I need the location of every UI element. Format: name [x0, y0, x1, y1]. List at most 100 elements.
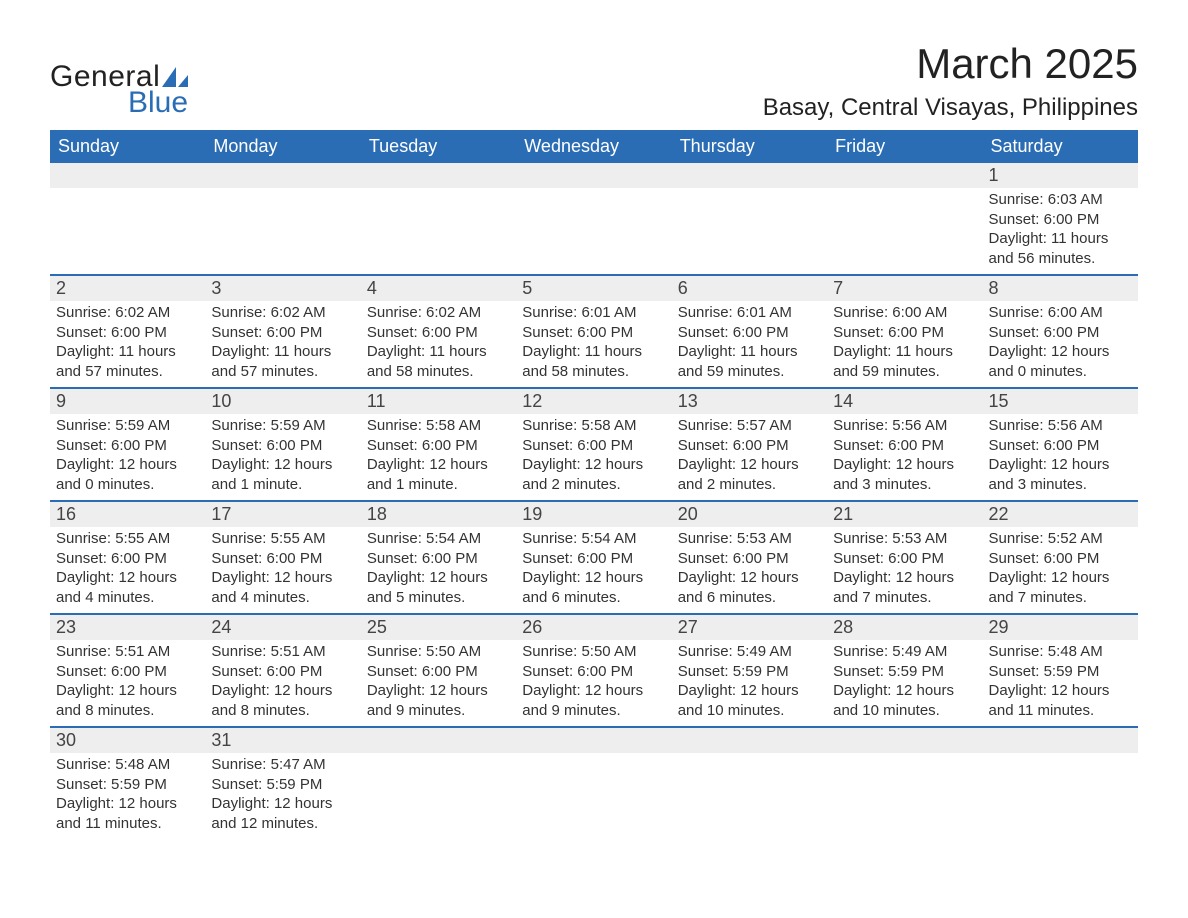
week-daynum-row: 9101112131415 [50, 388, 1138, 414]
sunset-line: Sunset: 6:00 PM [367, 549, 510, 569]
day-info-cell: Sunrise: 6:02 AMSunset: 6:00 PMDaylight:… [50, 301, 205, 388]
empty-cell [50, 188, 205, 275]
daylight-line: Daylight: 12 hours and 8 minutes. [211, 681, 354, 720]
sunrise-line: Sunrise: 5:48 AM [56, 755, 199, 775]
weekday-header: Monday [205, 130, 360, 163]
week-info-row: Sunrise: 6:02 AM Sunset: 6:00 PM Daylight:… [50, 301, 1138, 388]
day-info-cell: Sunrise: 5:55 AMSunset: 6:00 PMDaylight:… [205, 527, 360, 614]
day-number-cell: 17 [205, 501, 360, 527]
week-info-row: Sunrise: 5:51 AMSunset: 6:00 PMDaylight:… [50, 640, 1138, 727]
day-number-cell: 27 [672, 614, 827, 640]
week-daynum-row: 1 [50, 163, 1138, 188]
sunset-line: Sunset: 6:00 PM [211, 549, 354, 569]
sunrise-line: Sunrise: 5:59 AM [56, 416, 199, 436]
logo: General Blue [50, 60, 188, 120]
month-title: March 2025 [763, 40, 1138, 88]
day-info-cell: Sunrise: 5:59 AMSunset: 6:00 PMDaylight:… [205, 414, 360, 501]
day-info-cell: Sunrise: 5:56 AMSunset: 6:00 PMDaylight:… [983, 414, 1138, 501]
sunset-line: Sunset: 6:00 PM [989, 549, 1132, 569]
day-number-cell: 19 [516, 501, 671, 527]
calendar-table: SundayMondayTuesdayWednesdayThursdayFrid… [50, 130, 1138, 839]
sunset-line: Sunset: 6:00 PM [56, 662, 199, 682]
empty-cell [672, 753, 827, 839]
sunrise-line: Sunrise: 5:53 AM [833, 529, 976, 549]
day-info-cell: Sunrise: 6:01 AMSunset: 6:00 PMDaylight:… [672, 301, 827, 388]
day-number-cell: 5 [516, 275, 671, 301]
daylight-line: Daylight: 11 hours and 57 minutes. [211, 342, 354, 381]
day-info-cell: Sunrise: 5:48 AMSunset: 5:59 PMDaylight:… [50, 753, 205, 839]
week-info-row: Sunrise: 5:59 AMSunset: 6:00 PMDaylight:… [50, 414, 1138, 501]
sunset-line: Sunset: 6:00 PM [211, 436, 354, 456]
empty-cell [516, 163, 671, 188]
sunrise-line: Sunrise: 5:50 AM [522, 642, 665, 662]
day-info-cell: Sunrise: 6:00 AMSunset: 6:00 PMDaylight:… [983, 301, 1138, 388]
day-number-cell: 21 [827, 501, 982, 527]
day-number-cell: 18 [361, 501, 516, 527]
day-info-cell: Sunrise: 5:55 AMSunset: 6:00 PMDaylight:… [50, 527, 205, 614]
week-info-row: Sunrise: 5:48 AMSunset: 5:59 PMDaylight:… [50, 753, 1138, 839]
sunrise-line: Sunrise: 6:03 AM [989, 190, 1132, 210]
day-number-cell: 9 [50, 388, 205, 414]
sunrise-line: Sunrise: 5:54 AM [367, 529, 510, 549]
daylight-line: Daylight: 12 hours and 1 minute. [367, 455, 510, 494]
day-number-cell: 22 [983, 501, 1138, 527]
day-number-cell: 30 [50, 727, 205, 753]
day-number-cell: 15 [983, 388, 1138, 414]
sunrise-line: Sunrise: 5:51 AM [211, 642, 354, 662]
day-info-cell: Sunrise: 5:49 AMSunset: 5:59 PMDaylight:… [827, 640, 982, 727]
sunset-line: Sunset: 6:00 PM [522, 436, 665, 456]
day-number-cell: 25 [361, 614, 516, 640]
day-info-cell: Sunrise: 5:49 AMSunset: 5:59 PMDaylight:… [672, 640, 827, 727]
day-info-cell: Sunrise: 5:57 AMSunset: 6:00 PMDaylight:… [672, 414, 827, 501]
daylight-line: Daylight: 12 hours and 11 minutes. [56, 794, 199, 833]
day-info-cell: Sunrise: 6:02 AMSunset: 6:00 PMDaylight:… [205, 301, 360, 388]
weekday-header: Sunday [50, 130, 205, 163]
sunrise-line: Sunrise: 5:56 AM [833, 416, 976, 436]
sunset-line: Sunset: 6:00 PM [522, 323, 665, 343]
daylight-line: Daylight: 12 hours and 0 minutes. [56, 455, 199, 494]
week-info-row: Sunrise: 6:03 AMSunset: 6:00 PMDaylight:… [50, 188, 1138, 275]
day-number-cell: 8 [983, 275, 1138, 301]
sunrise-line: Sunrise: 5:54 AM [522, 529, 665, 549]
sunrise-line: Sunrise: 5:58 AM [367, 416, 510, 436]
sunrise-line: Sunrise: 5:57 AM [678, 416, 821, 436]
sunrise-line: Sunrise: 6:00 AM [989, 303, 1132, 323]
sunset-line: Sunset: 6:00 PM [522, 662, 665, 682]
empty-cell [516, 753, 671, 839]
day-info-cell: Sunrise: 5:50 AMSunset: 6:00 PMDaylight:… [361, 640, 516, 727]
logo-word-blue: Blue [128, 86, 188, 120]
empty-cell [827, 727, 982, 753]
week-daynum-row: 16171819202122 [50, 501, 1138, 527]
daylight-line: Daylight: 12 hours and 7 minutes. [989, 568, 1132, 607]
day-info-cell: Sunrise: 5:52 AMSunset: 6:00 PMDaylight:… [983, 527, 1138, 614]
daylight-line: Daylight: 12 hours and 9 minutes. [367, 681, 510, 720]
day-info-cell: Sunrise: 5:50 AMSunset: 6:00 PMDaylight:… [516, 640, 671, 727]
sunset-line: Sunset: 5:59 PM [989, 662, 1132, 682]
empty-cell [672, 188, 827, 275]
day-info-cell: Sunrise: 5:56 AMSunset: 6:00 PMDaylight:… [827, 414, 982, 501]
sunset-line: Sunset: 6:00 PM [56, 323, 199, 343]
day-number-cell: 13 [672, 388, 827, 414]
sunrise-line: Sunrise: 5:47 AM [211, 755, 354, 775]
sunset-line: Sunset: 6:00 PM [367, 436, 510, 456]
location-subtitle: Basay, Central Visayas, Philippines [763, 94, 1138, 122]
weekday-header: Saturday [983, 130, 1138, 163]
day-number-cell: 23 [50, 614, 205, 640]
sunset-line: Sunset: 6:00 PM [211, 662, 354, 682]
day-info-cell: Sunrise: 5:54 AMSunset: 6:00 PMDaylight:… [361, 527, 516, 614]
sunrise-line: Sunrise: 5:50 AM [367, 642, 510, 662]
day-info-cell: Sunrise: 5:59 AMSunset: 6:00 PMDaylight:… [50, 414, 205, 501]
sunrise-line: Sunrise: 5:51 AM [56, 642, 199, 662]
daylight-line: Daylight: 12 hours and 12 minutes. [211, 794, 354, 833]
day-info-cell: Sunrise: 5:51 AMSunset: 6:00 PMDaylight:… [50, 640, 205, 727]
day-number-cell: 7 [827, 275, 982, 301]
day-number-cell: 31 [205, 727, 360, 753]
daylight-line: Daylight: 12 hours and 4 minutes. [211, 568, 354, 607]
day-number-cell: 20 [672, 501, 827, 527]
sunset-line: Sunset: 6:00 PM [678, 323, 821, 343]
empty-cell [672, 727, 827, 753]
sunrise-line: Sunrise: 6:01 AM [522, 303, 665, 323]
sunrise-line: Sunrise: 6:02 AM [211, 303, 354, 323]
day-number-cell: 14 [827, 388, 982, 414]
empty-cell [516, 727, 671, 753]
